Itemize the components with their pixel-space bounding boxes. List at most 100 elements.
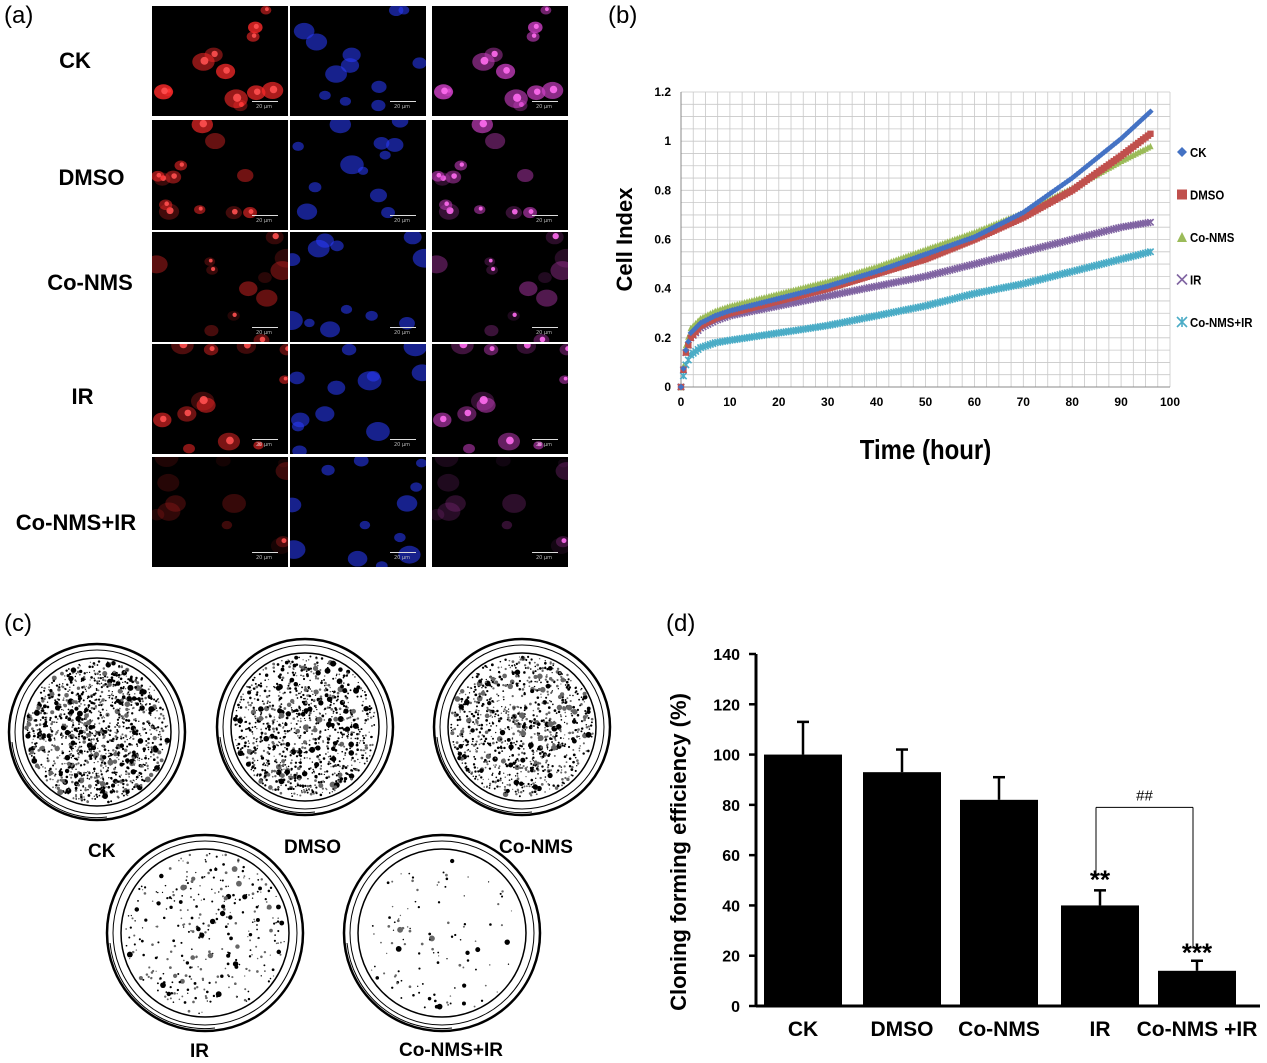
- scale-bar: [252, 215, 278, 216]
- scale-bar-label: 20 μm: [394, 330, 410, 336]
- scale-bar-label: 20 μm: [536, 218, 552, 224]
- micrograph-dmso-blue: 20 μm: [290, 120, 426, 230]
- legend: CK DMSO Co-NMS IR Co-NMS+IR: [1177, 145, 1253, 330]
- x-tick-label-ir: IR: [1090, 1018, 1111, 1041]
- x-tick-label: 60: [968, 395, 982, 409]
- legend-marker-co-nms-ir: [1177, 317, 1187, 327]
- scale-bar: [252, 327, 278, 328]
- scale-bar-label: 20 μm: [256, 104, 272, 110]
- x-tick-label-ck: CK: [788, 1018, 818, 1041]
- legend-label-dmso: DMSO: [1190, 188, 1224, 203]
- y-tick-label: 0.8: [654, 183, 671, 197]
- x-tick-label: 90: [1114, 395, 1128, 409]
- series-ck: [678, 108, 1154, 390]
- dish-label-co-nms: Co-NMS: [499, 837, 573, 859]
- micrograph-co-nms-ir-blue: 20 μm: [290, 457, 426, 567]
- bar-ck: [764, 755, 842, 1006]
- legend-label-ck: CK: [1190, 145, 1207, 160]
- dish-co-nms-ir: [344, 835, 540, 1031]
- bar-ir: [1061, 905, 1139, 1006]
- legend-label-co-nms-ir: Co-NMS+IR: [1190, 315, 1253, 330]
- bar-co-nms: [960, 800, 1038, 1006]
- dish-dmso: [217, 639, 393, 815]
- x-tick-label-co-nms-ir: Co-NMS +IR: [1137, 1018, 1258, 1041]
- y-tick-label: 0.4: [654, 282, 671, 296]
- scale-bar: [390, 215, 416, 216]
- dish-label-ck: CK: [88, 841, 115, 863]
- scale-bar-label: 20 μm: [536, 555, 552, 561]
- legend-marker-dmso: [1177, 190, 1187, 200]
- y-tick-label: 20: [722, 949, 740, 966]
- scale-bar: [252, 439, 278, 440]
- micrograph-co-nms-red: 20 μm: [152, 232, 288, 342]
- y-tick-label: 60: [722, 848, 740, 865]
- y-tick-label: 0.6: [654, 233, 671, 247]
- y-tick-label: 1: [664, 134, 671, 148]
- grid: [681, 92, 1170, 387]
- scale-bar-label: 20 μm: [394, 442, 410, 448]
- micrograph-ck-blue: 20 μm: [290, 6, 426, 116]
- scale-bar: [532, 552, 558, 553]
- y-tick-label: 40: [722, 898, 740, 915]
- row-label-ir: IR: [0, 384, 165, 410]
- x-tick-label: 100: [1160, 395, 1180, 409]
- micrograph-dmso-red: 20 μm: [152, 120, 288, 230]
- y-tick-label: 1.2: [654, 85, 671, 99]
- scale-bar-label: 20 μm: [256, 555, 272, 561]
- legend-label-co-nms: Co-NMS: [1190, 230, 1234, 245]
- scale-bar: [532, 327, 558, 328]
- scale-bar: [532, 215, 558, 216]
- micrograph-ck-red: 20 μm: [152, 6, 288, 116]
- x-tick-label: 80: [1066, 395, 1080, 409]
- scale-bar-label: 20 μm: [394, 104, 410, 110]
- x-tick-label: 50: [919, 395, 933, 409]
- y-tick-label: 0.2: [654, 331, 671, 345]
- panel-b-label: (b): [608, 2, 637, 30]
- scale-bar: [252, 101, 278, 102]
- dish-co-nms: [434, 639, 610, 815]
- micrograph-co-nms-ir-red: 20 μm: [152, 457, 288, 567]
- y-tick-label: 140: [713, 647, 740, 664]
- micrograph-co-nms-ir-merge: 20 μm: [432, 457, 568, 567]
- data-point: [1147, 131, 1153, 137]
- significance-bracket-label: ##: [1136, 787, 1153, 804]
- micrograph-co-nms-merge: 20 μm: [432, 232, 568, 342]
- x-tick-label-co-nms: Co-NMS: [958, 1018, 1040, 1041]
- scale-bar-label: 20 μm: [536, 442, 552, 448]
- scale-bar-label: 20 μm: [536, 104, 552, 110]
- legend-marker-ck: [1177, 147, 1187, 157]
- x-tick-label-dmso: DMSO: [871, 1018, 934, 1041]
- significance-ir: **: [1090, 864, 1111, 894]
- x-tick-label: 40: [870, 395, 884, 409]
- legend-marker-co-nms: [1177, 232, 1187, 242]
- scale-bar: [390, 327, 416, 328]
- y-tick-label: 120: [713, 697, 740, 714]
- x-tick-label: 10: [723, 395, 737, 409]
- scale-bar-label: 20 μm: [256, 218, 272, 224]
- y-tick-label: 100: [713, 748, 740, 765]
- dish-label-co-nms-ir: Co-NMS+IR: [399, 1040, 503, 1062]
- panel-a-label: (a): [4, 2, 33, 30]
- micrograph-ir-merge: 20 μm: [432, 344, 568, 454]
- micrograph-ir-blue: 20 μm: [290, 344, 426, 454]
- bar-co-nms-ir: [1158, 971, 1236, 1006]
- legend-label-ir: IR: [1190, 273, 1202, 288]
- cloning-efficiency-bar-chart: 0 20 40 60 80 100 120 140 Cloning forming effici…: [660, 630, 1267, 1061]
- scale-bar: [390, 101, 416, 102]
- dish-ir: [107, 835, 303, 1031]
- x-axis-title: Time (hour): [860, 436, 992, 466]
- y-tick-label: 80: [722, 798, 740, 815]
- y-tick-label: 0: [731, 999, 740, 1016]
- y-axis-title: Cloning forming efficiency (%): [666, 693, 691, 1011]
- scale-bar-label: 20 μm: [394, 555, 410, 561]
- significance-co-nms-ir: ***: [1182, 938, 1213, 968]
- series-co-nms-ir: [678, 249, 1154, 391]
- micrograph-ck-merge: 20 μm: [432, 6, 568, 116]
- dish-label-ir: IR: [190, 1041, 209, 1063]
- x-tick-label: 20: [772, 395, 786, 409]
- scale-bar-label: 20 μm: [394, 218, 410, 224]
- x-tick-label: 30: [821, 395, 835, 409]
- scale-bar: [532, 101, 558, 102]
- scale-bar: [390, 552, 416, 553]
